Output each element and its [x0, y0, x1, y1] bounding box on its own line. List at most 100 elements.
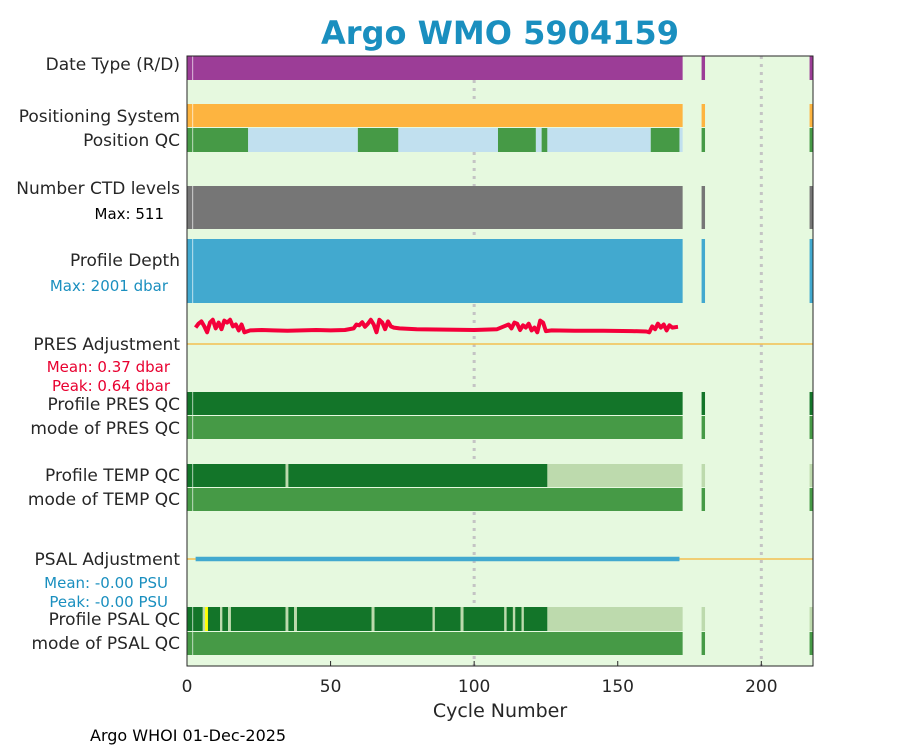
label-ctd-levels: Number CTD levels — [16, 179, 180, 199]
positioning-cycle-divider — [192, 104, 194, 127]
profile-temp-qc-segment-1 — [285, 464, 289, 487]
psal-mean-label: Mean: -0.00 PSU — [44, 574, 168, 592]
x-tick-label-100: 100 — [458, 677, 490, 697]
label-mode-psal-qc: mode of PSAL QC — [31, 634, 180, 654]
profile-temp-qc-segment-0 — [187, 464, 286, 487]
profile-temp-qc-segment-3 — [547, 464, 683, 487]
mode-pres-qc-segment-2 — [809, 416, 813, 439]
label-profile-depth: Profile Depth — [70, 251, 180, 271]
row-date-type — [187, 56, 813, 80]
label-profile-temp-qc: Profile TEMP QC — [45, 466, 180, 486]
profile-pres-qc-cycle-divider — [192, 392, 194, 415]
profile-psal-qc-segment-18 — [504, 607, 507, 631]
profile-psal-qc-segment-8 — [285, 607, 289, 631]
profile-psal-qc-segment-14 — [432, 607, 435, 631]
row-mode-temp-qc — [187, 488, 813, 511]
mode-pres-qc-cycle-divider — [192, 416, 194, 439]
position-qc-segment-7 — [547, 128, 651, 152]
profile-psal-qc-segment-17 — [463, 607, 505, 631]
row-positioning — [187, 104, 813, 127]
profile-depth-segment-1 — [701, 239, 706, 303]
row-mode-pres-qc — [187, 416, 813, 439]
profile-psal-qc-segment-10 — [294, 607, 297, 631]
profile-temp-qc-segment-5 — [809, 464, 813, 487]
ctd-max-label: Max: 511 — [95, 205, 164, 223]
date-type-cycle-divider — [192, 56, 194, 80]
profile-psal-qc-segment-11 — [296, 607, 372, 631]
pres-mean-label: Mean: 0.37 dbar — [47, 358, 171, 376]
mode-psal-qc-segment-1 — [701, 632, 706, 655]
position-qc-segment-4 — [497, 128, 536, 152]
profile-psal-qc-segment-26 — [809, 607, 813, 631]
mode-temp-qc-segment-2 — [809, 488, 813, 511]
profile-depth-segment-2 — [809, 239, 813, 303]
date-type-segment-2 — [809, 56, 813, 80]
mode-psal-qc-cycle-divider — [192, 632, 194, 655]
profile-psal-qc-segment-20 — [512, 607, 516, 631]
profile-pres-qc-segment-2 — [809, 392, 813, 415]
profile-psal-qc-segment-7 — [230, 607, 286, 631]
position-qc-segment-6 — [541, 128, 548, 152]
row-ctd-levels — [187, 186, 813, 229]
mode-temp-qc-cycle-divider — [192, 488, 194, 511]
position-qc-segment-1 — [248, 128, 358, 152]
label-profile-psal-qc: Profile PSAL QC — [49, 610, 180, 630]
position-qc-segment-3 — [398, 128, 498, 152]
chart-title: Argo WMO 5904159 — [321, 14, 679, 52]
profile-psal-qc-segment-3 — [207, 607, 221, 631]
depth-max-label: Max: 2001 dbar — [50, 277, 169, 295]
x-axis-label: Cycle Number — [433, 700, 567, 722]
profile-psal-qc-segment-1 — [202, 607, 206, 631]
profile-pres-qc-segment-1 — [701, 392, 706, 415]
row-profile-temp-qc — [187, 464, 813, 487]
profile-psal-qc-cycle-divider — [192, 607, 194, 631]
mode-temp-qc-segment-0 — [187, 488, 683, 511]
position-qc-segment-11 — [809, 128, 813, 152]
profile-psal-qc-segment-19 — [506, 607, 513, 631]
date-type-segment-0 — [187, 56, 683, 80]
ctd-levels-cycle-divider — [192, 186, 194, 229]
positioning-segment-2 — [809, 104, 813, 127]
row-position-qc — [187, 128, 813, 152]
ctd-levels-segment-0 — [187, 186, 683, 229]
mode-psal-qc-segment-0 — [187, 632, 683, 655]
label-pres-adjustment: PRES Adjustment — [33, 335, 180, 355]
profile-temp-qc-segment-4 — [701, 464, 706, 487]
profile-depth-segment-0 — [187, 239, 683, 303]
label-psal-adjustment: PSAL Adjustment — [35, 550, 181, 570]
row-profile-depth — [187, 239, 813, 303]
label-date-type: Date Type (R/D) — [46, 55, 180, 75]
mode-pres-qc-segment-1 — [701, 416, 706, 439]
label-profile-pres-qc: Profile PRES QC — [47, 395, 180, 415]
profile-psal-qc-segment-6 — [228, 607, 231, 631]
position-qc-segment-9 — [679, 128, 683, 152]
footer-credit: Argo WHOI 01-Dec-2025 — [90, 726, 286, 745]
profile-psal-qc-segment-0 — [187, 607, 203, 631]
profile-psal-qc-segment-23 — [523, 607, 548, 631]
x-tick-label-200: 200 — [745, 677, 777, 697]
row-profile-pres-qc — [187, 392, 813, 415]
psal-peak-label: Peak: -0.00 PSU — [49, 593, 168, 611]
x-axis: 0 50 100 150 200 — [182, 661, 778, 697]
label-positioning-system: Positioning System — [19, 107, 180, 127]
mode-temp-qc-segment-1 — [701, 488, 706, 511]
position-qc-segment-0 — [187, 128, 249, 152]
profile-psal-qc-segment-5 — [222, 607, 229, 631]
profile-psal-qc-segment-12 — [371, 607, 375, 631]
adjustment-lines — [187, 317, 813, 562]
gridlines — [472, 56, 763, 666]
row-profile-psal-qc — [187, 607, 813, 631]
position-qc-cycle-divider — [192, 128, 194, 152]
position-qc-segment-2 — [357, 128, 399, 152]
mode-pres-qc-segment-0 — [187, 416, 683, 439]
profile-psal-qc-segment-15 — [434, 607, 461, 631]
ctd-levels-segment-1 — [701, 186, 706, 229]
profile-temp-qc-segment-2 — [288, 464, 548, 487]
label-mode-pres-qc: mode of PRES QC — [30, 419, 180, 439]
profile-psal-qc-segment-2 — [205, 607, 208, 631]
x-tick-label-50: 50 — [320, 677, 342, 697]
profile-psal-qc-segment-21 — [515, 607, 522, 631]
profile-temp-qc-cycle-divider — [192, 464, 194, 487]
row-mode-psal-qc — [187, 632, 813, 655]
